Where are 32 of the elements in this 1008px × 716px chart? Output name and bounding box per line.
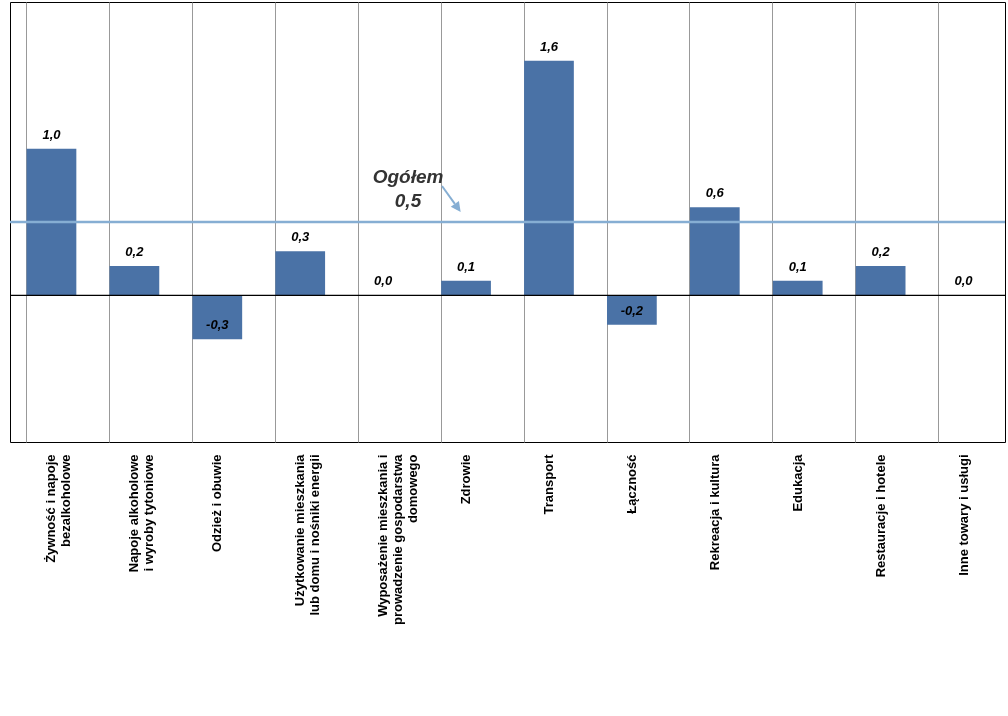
legend-label: Ogółem 0,5 [372,166,444,211]
data-label: 0,1 [788,258,807,274]
data-label: 0,3 [291,229,311,245]
x-tick-label: Zdrowie [458,454,474,505]
bar [772,280,823,296]
data-label: 1,0 [42,126,62,142]
data-label: 0,0 [374,273,393,289]
data-label: -0,3 [206,317,230,333]
bar [192,295,243,340]
bar [26,148,77,296]
x-tick-label: Rekreacja i kultura [706,453,722,571]
bar [275,251,326,296]
data-label: 0,0 [954,273,974,289]
data-label: -0,2 [620,302,644,318]
bar [689,207,740,296]
x-tick-label: Edukacja [789,453,805,512]
data-label: 0,1 [457,258,476,274]
data-label: 1,6 [539,38,559,54]
data-label: 0,2 [125,244,145,259]
x-tick-label: Odzież i obuwie [209,454,225,553]
x-tick-label: Restauracje i hotele [872,454,888,578]
x-tick-label: Żywność i napoje bezalkoholowe [43,454,74,563]
bar [441,280,491,296]
bar [855,266,906,296]
bar [607,295,657,325]
x-tick-label: Łączność [623,454,639,514]
x-tick-label: Transport [540,453,556,515]
data-label: 0,2 [871,244,891,259]
x-tick-label: Inne towary i usługi [955,454,971,576]
bar [109,266,160,296]
data-label: 0,6 [705,185,725,201]
bar [524,60,574,296]
